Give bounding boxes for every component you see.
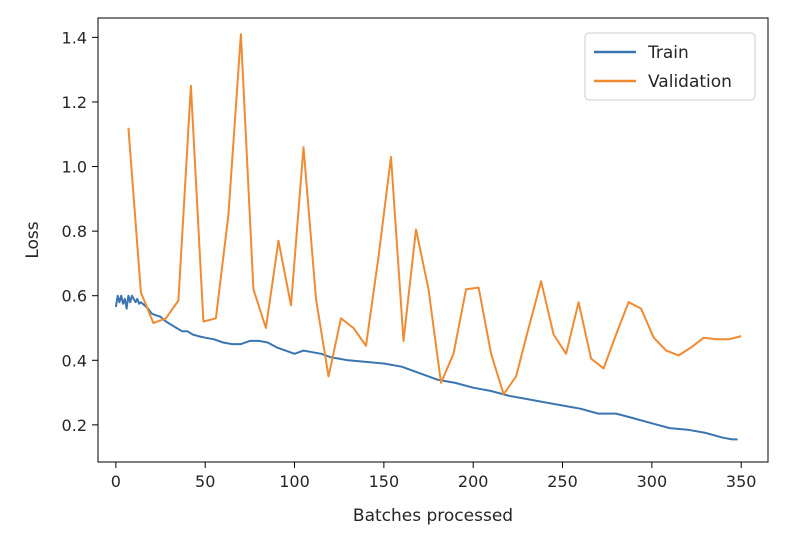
- x-tick-label: 50: [195, 472, 215, 491]
- y-tick-label: 1.2: [62, 93, 87, 112]
- legend-box: [584, 32, 756, 101]
- y-tick-label: 0.6: [62, 287, 87, 306]
- y-tick-label: 0.4: [62, 351, 87, 370]
- series-line-train: [114, 294, 738, 441]
- x-tick-label: 0: [111, 472, 121, 491]
- legend-label-validation: Validation: [648, 72, 732, 92]
- x-tick-label: 250: [547, 472, 578, 491]
- x-tick-label: 200: [458, 472, 489, 491]
- y-tick-label: 1.4: [62, 28, 87, 47]
- y-tick-label: 1.0: [62, 158, 87, 177]
- series-line-validation: [127, 33, 742, 396]
- x-tick-label: 300: [637, 472, 668, 491]
- series-layer: [114, 33, 742, 441]
- x-tick-label: 100: [279, 472, 310, 491]
- x-axis-label: Batches processed: [353, 506, 513, 526]
- y-axis: 0.2 0.4 0.6 0.8 1.0 1.2 1.4: [62, 28, 98, 435]
- legend: Train Validation: [584, 32, 756, 101]
- y-tick-label: 0.2: [62, 416, 87, 435]
- x-axis: 0 50 100 150 200 250 300 350: [111, 462, 757, 491]
- plot-frame: [97, 17, 769, 463]
- y-tick-label: 0.8: [62, 222, 87, 241]
- legend-label-train: Train: [647, 43, 689, 63]
- y-axis-label: Loss: [23, 221, 43, 258]
- x-tick-label: 150: [369, 472, 400, 491]
- x-tick-label: 350: [726, 472, 757, 491]
